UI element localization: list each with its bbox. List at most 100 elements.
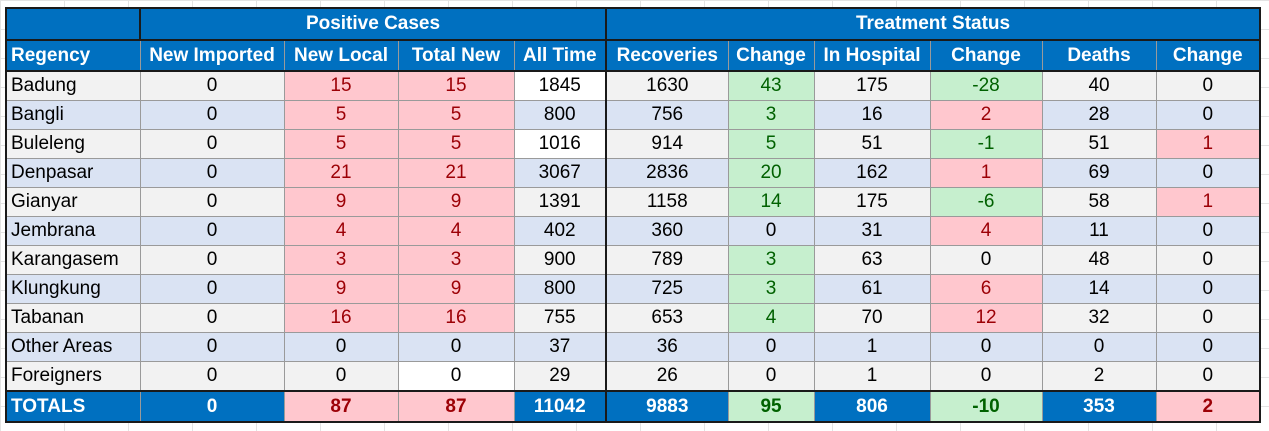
- cell-recoveries-change[interactable]: 20: [727, 158, 815, 188]
- cell-new-imported[interactable]: 0: [139, 70, 285, 101]
- cell-total-new[interactable]: 5: [397, 129, 515, 159]
- cell-hospital-change[interactable]: 6: [929, 274, 1043, 304]
- cell-deaths-change[interactable]: 1: [1155, 129, 1261, 159]
- cell-deaths-change[interactable]: 0: [1155, 332, 1261, 362]
- cell-new-imported[interactable]: 0: [139, 274, 285, 304]
- cell-deaths[interactable]: 51: [1041, 129, 1157, 159]
- cell-regency[interactable]: Jembrana: [5, 216, 141, 246]
- cell-deaths-change[interactable]: 0: [1155, 303, 1261, 333]
- cell-new-local[interactable]: 0: [283, 332, 399, 362]
- cell-regency[interactable]: Tabanan: [5, 303, 141, 333]
- totals-in-hospital[interactable]: 806: [813, 390, 931, 423]
- cell-new-imported[interactable]: 0: [139, 129, 285, 159]
- cell-hospital-change[interactable]: 1: [929, 158, 1043, 188]
- cell-deaths[interactable]: 69: [1041, 158, 1157, 188]
- cell-recoveries[interactable]: 1158: [605, 187, 729, 217]
- cell-all-time[interactable]: 900: [513, 245, 607, 275]
- cell-in-hospital[interactable]: 61: [813, 274, 931, 304]
- cell-regency[interactable]: Gianyar: [5, 187, 141, 217]
- cell-new-imported[interactable]: 0: [139, 245, 285, 275]
- cell-all-time[interactable]: 1016: [513, 129, 607, 159]
- cell-deaths-change[interactable]: 1: [1155, 187, 1261, 217]
- cell-hospital-change[interactable]: -28: [929, 70, 1043, 101]
- col-header-recoveries[interactable]: Recoveries: [605, 39, 729, 72]
- cell-recoveries-change[interactable]: 43: [727, 70, 815, 101]
- cell-recoveries-change[interactable]: 0: [727, 216, 815, 246]
- cell-recoveries-change[interactable]: 5: [727, 129, 815, 159]
- cell-hospital-change[interactable]: 0: [929, 245, 1043, 275]
- cell-recoveries[interactable]: 756: [605, 100, 729, 130]
- cell-new-local[interactable]: 15: [283, 70, 399, 101]
- cell-deaths[interactable]: 2: [1041, 361, 1157, 392]
- col-header-recoveries-change[interactable]: Change: [727, 39, 815, 72]
- cell-hospital-change[interactable]: -1: [929, 129, 1043, 159]
- cell-deaths[interactable]: 14: [1041, 274, 1157, 304]
- totals-new-local[interactable]: 87: [283, 390, 399, 423]
- cell-recoveries-change[interactable]: 0: [727, 361, 815, 392]
- col-header-total-new[interactable]: Total New: [397, 39, 515, 72]
- col-header-new-imported[interactable]: New Imported: [139, 39, 285, 72]
- totals-all-time[interactable]: 11042: [513, 390, 607, 423]
- totals-new-imported[interactable]: 0: [139, 390, 285, 423]
- cell-hospital-change[interactable]: -6: [929, 187, 1043, 217]
- cell-new-imported[interactable]: 0: [139, 100, 285, 130]
- cell-in-hospital[interactable]: 70: [813, 303, 931, 333]
- cell-hospital-change[interactable]: 4: [929, 216, 1043, 246]
- cell-total-new[interactable]: 15: [397, 70, 515, 101]
- cell-recoveries[interactable]: 789: [605, 245, 729, 275]
- totals-deaths-change[interactable]: 2: [1155, 390, 1261, 423]
- cell-deaths[interactable]: 48: [1041, 245, 1157, 275]
- cell-recoveries-change[interactable]: 3: [727, 245, 815, 275]
- cell-in-hospital[interactable]: 1: [813, 361, 931, 392]
- cell-in-hospital[interactable]: 162: [813, 158, 931, 188]
- col-header-hospital-change[interactable]: Change: [929, 39, 1043, 72]
- cell-new-local[interactable]: 21: [283, 158, 399, 188]
- cell-all-time[interactable]: 37: [513, 332, 607, 362]
- totals-hospital-change[interactable]: -10: [929, 390, 1043, 423]
- cell-all-time[interactable]: 800: [513, 100, 607, 130]
- totals-deaths[interactable]: 353: [1041, 390, 1157, 423]
- cell-hospital-change[interactable]: 12: [929, 303, 1043, 333]
- cell-recoveries[interactable]: 653: [605, 303, 729, 333]
- cell-recoveries[interactable]: 1630: [605, 70, 729, 101]
- cell-deaths[interactable]: 32: [1041, 303, 1157, 333]
- cell-total-new[interactable]: 0: [397, 332, 515, 362]
- cell-in-hospital[interactable]: 175: [813, 187, 931, 217]
- cell-new-local[interactable]: 16: [283, 303, 399, 333]
- cell-total-new[interactable]: 5: [397, 100, 515, 130]
- cell-all-time[interactable]: 1391: [513, 187, 607, 217]
- cell-regency[interactable]: Bangli: [5, 100, 141, 130]
- cell-regency[interactable]: Denpasar: [5, 158, 141, 188]
- cell-recoveries-change[interactable]: 0: [727, 332, 815, 362]
- cell-deaths-change[interactable]: 0: [1155, 216, 1261, 246]
- cell-all-time[interactable]: 29: [513, 361, 607, 392]
- cell-hospital-change[interactable]: 0: [929, 361, 1043, 392]
- cell-regency[interactable]: Buleleng: [5, 129, 141, 159]
- cell-new-imported[interactable]: 0: [139, 216, 285, 246]
- cell-deaths[interactable]: 0: [1041, 332, 1157, 362]
- col-header-deaths[interactable]: Deaths: [1041, 39, 1157, 72]
- cell-new-local[interactable]: 9: [283, 274, 399, 304]
- cell-deaths-change[interactable]: 0: [1155, 361, 1261, 392]
- cell-in-hospital[interactable]: 16: [813, 100, 931, 130]
- cell-new-local[interactable]: 4: [283, 216, 399, 246]
- col-header-deaths-change[interactable]: Change: [1155, 39, 1261, 72]
- cell-new-local[interactable]: 5: [283, 129, 399, 159]
- cell-deaths-change[interactable]: 0: [1155, 158, 1261, 188]
- cell-recoveries-change[interactable]: 3: [727, 100, 815, 130]
- cell-regency[interactable]: Karangasem: [5, 245, 141, 275]
- cell-all-time[interactable]: 755: [513, 303, 607, 333]
- cell-recoveries[interactable]: 26: [605, 361, 729, 392]
- cell-recoveries[interactable]: 914: [605, 129, 729, 159]
- cell-new-imported[interactable]: 0: [139, 361, 285, 392]
- cell-new-imported[interactable]: 0: [139, 332, 285, 362]
- cell-regency[interactable]: Other Areas: [5, 332, 141, 362]
- cell-recoveries[interactable]: 36: [605, 332, 729, 362]
- cell-new-local[interactable]: 9: [283, 187, 399, 217]
- cell-in-hospital[interactable]: 51: [813, 129, 931, 159]
- cell-recoveries[interactable]: 725: [605, 274, 729, 304]
- cell-in-hospital[interactable]: 1: [813, 332, 931, 362]
- cell-deaths[interactable]: 28: [1041, 100, 1157, 130]
- cell-recoveries-change[interactable]: 4: [727, 303, 815, 333]
- cell-regency[interactable]: Klungkung: [5, 274, 141, 304]
